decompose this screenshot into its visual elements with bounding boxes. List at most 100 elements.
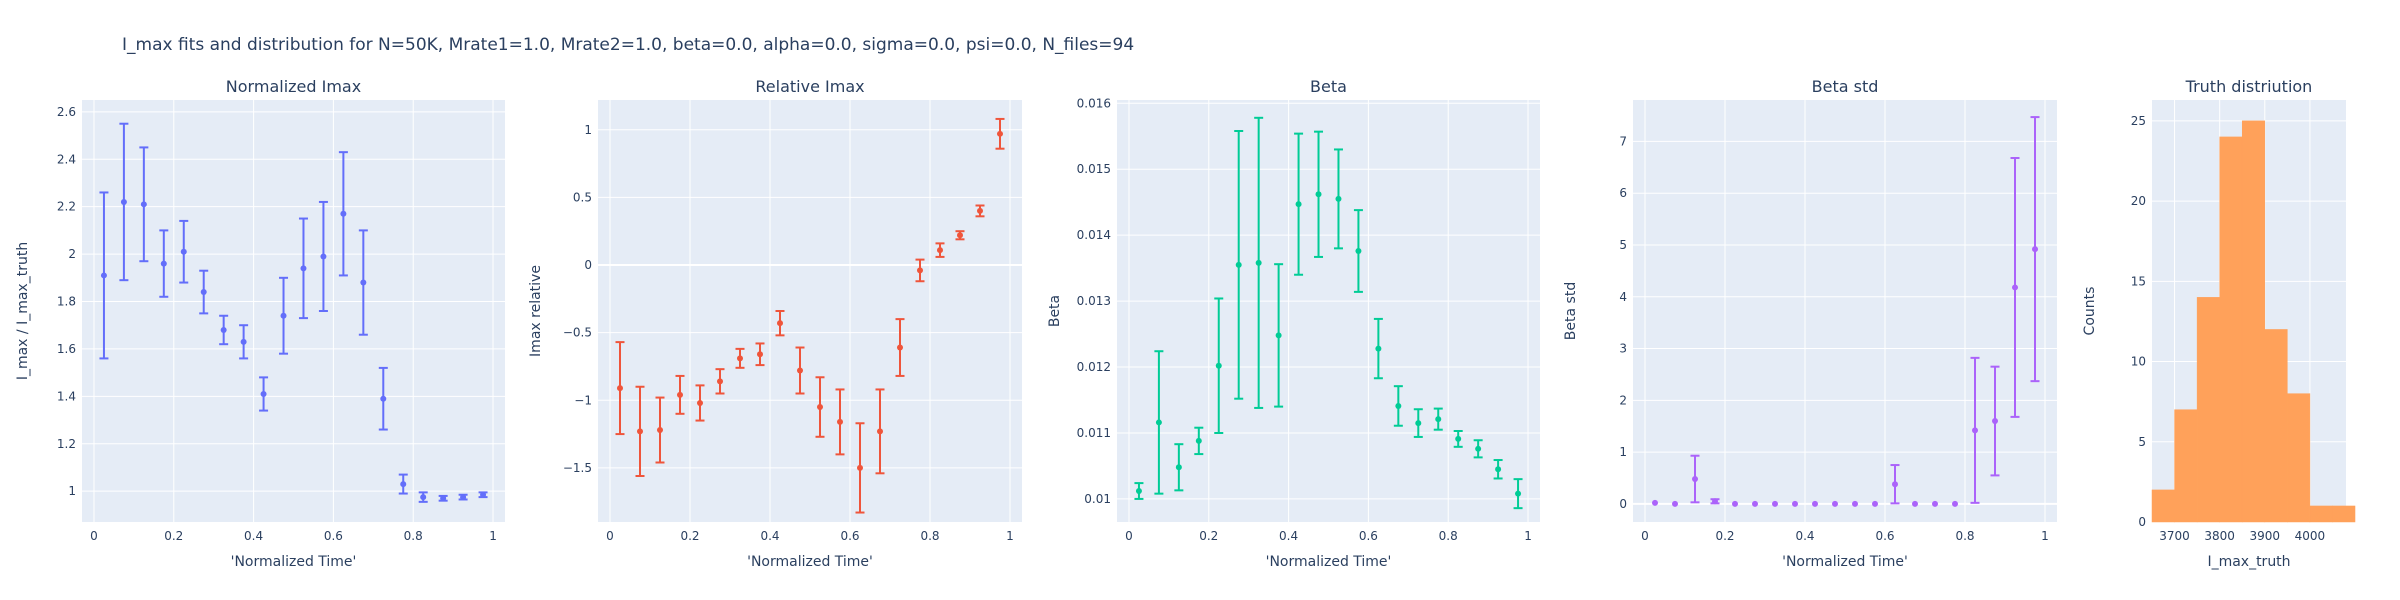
y-tick-label: 6 [1619,186,1627,200]
x-tick-label: 0.4 [760,529,779,543]
data-point [280,312,287,319]
subplot-4: 0 0.2 0.4 0.6 0.8 1 0 1 2 3 4 5 6 7 Beta std 'Normalize… [1563,77,2057,570]
hist-bar [2241,120,2266,523]
plot-background [1117,100,1540,522]
data-point [1375,345,1382,352]
data-point [997,130,1003,137]
subplot-2: 0 0.2 0.4 0.6 0.8 1 −1.5 −1 −0.5 0 0.5 1 Relative Im… [528,77,1022,570]
x-tick-label: 0.6 [840,529,859,543]
data-point [1832,500,1838,507]
hist-bar [2287,393,2311,523]
y-tick-label: 2.4 [57,152,76,166]
data-point [777,320,783,327]
hist-bar [2196,297,2220,523]
data-point [897,344,903,351]
data-point [937,247,943,254]
hist-bar [2151,489,2175,523]
x-tick-label: 0 [90,529,98,543]
y-tick-label: 2 [68,247,76,261]
data-point [797,367,803,374]
data-point [817,404,823,411]
data-point [440,495,447,502]
y-tick-label: 1.4 [57,389,76,403]
data-point [1395,402,1402,409]
subplot-title: Beta [1310,77,1347,96]
data-point [657,427,663,434]
y-tick-label: 0.014 [1077,228,1111,242]
data-point [1515,490,1522,497]
data-point [1435,416,1442,423]
y-tick-label: 0.012 [1077,360,1111,374]
x-tick-label: 0.8 [404,529,423,543]
y-axis-label: Beta [1047,295,1063,327]
data-point [180,248,187,255]
data-point [1652,499,1658,506]
hist-bar [2219,136,2243,523]
subplot-3: 0 0.2 0.4 0.6 0.8 1 0.01 0.011 0.012 0.013 0.014 0.… [1047,77,1540,570]
data-point [1295,201,1302,208]
data-point [717,378,723,385]
data-point [957,232,963,239]
hist-bar [2264,329,2288,523]
x-tick-label: 0.2 [164,529,183,543]
data-point [1692,476,1698,483]
x-tick-label: 0.8 [1955,529,1974,543]
x-tick-label: 0.4 [244,529,263,543]
data-point [400,481,407,488]
y-tick-label: 0.01 [1084,492,1111,506]
data-point [617,385,623,392]
data-point [1335,195,1342,202]
data-point [340,210,347,217]
data-point [420,494,427,501]
y-tick-label: −1.5 [563,461,592,475]
x-tick-label: 0 [1641,529,1649,543]
x-tick-label: 0.8 [920,529,939,543]
y-tick-label: 15 [2131,274,2146,288]
x-axis-label: 'Normalized Time' [747,554,873,570]
y-tick-label: 0 [1619,497,1627,511]
data-point [837,418,843,425]
y-axis-label: Counts [2082,287,2098,336]
x-tick-label: 1 [2041,529,2049,543]
data-point [160,260,167,267]
x-tick-label: 0.6 [324,529,343,543]
data-point [1972,427,1978,434]
y-tick-label: 2.2 [57,200,76,214]
y-tick-label: 1.6 [57,342,76,356]
y-tick-label: 1.2 [57,437,76,451]
data-point [1932,500,1938,507]
y-tick-label: 2.6 [57,105,76,119]
x-tick-label: 3800 [2204,529,2235,543]
data-point [1255,259,1262,266]
hist-bar [2332,505,2356,523]
subplot-title: Truth distriution [2185,77,2313,96]
y-tick-label: −0.5 [563,326,592,340]
x-tick-label: 0.8 [1439,529,1458,543]
data-point [300,265,307,272]
x-tick-label: 0.2 [1715,529,1734,543]
y-tick-label: 1 [68,484,76,498]
x-tick-label: 3700 [2159,529,2190,543]
plot-background [1633,100,2057,522]
data-point [1455,435,1462,442]
x-tick-label: 4000 [2295,529,2326,543]
y-tick-label: 1.8 [57,295,76,309]
data-point [320,253,327,260]
data-point [1752,500,1758,507]
plot-background [82,100,505,522]
x-tick-label: 0 [606,529,614,543]
x-tick-label: 0.4 [1279,529,1298,543]
data-point [1135,488,1142,495]
data-point [1275,332,1282,339]
plot-background [598,100,1022,522]
data-point [1992,418,1998,425]
x-tick-label: 0.4 [1795,529,1814,543]
y-tick-label: 2 [1619,393,1627,407]
data-point [2032,246,2038,253]
data-point [637,428,643,435]
data-point [480,491,487,498]
data-point [697,399,703,406]
data-point [2012,284,2018,291]
data-point [1235,261,1242,268]
data-point [1952,500,1958,507]
